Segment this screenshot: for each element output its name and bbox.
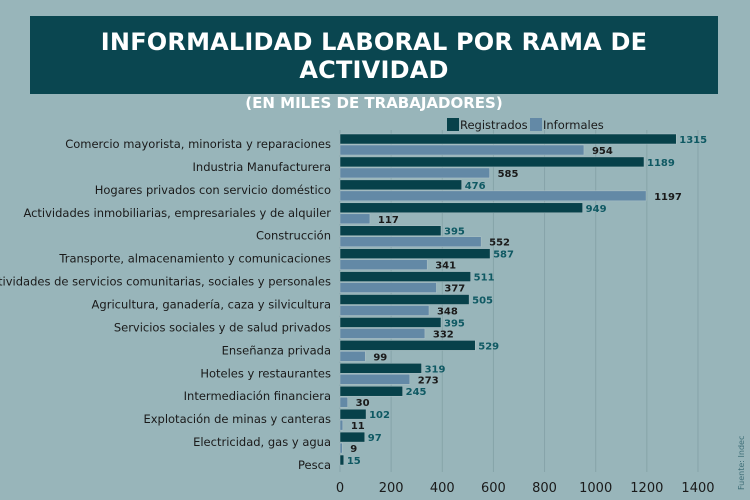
bar-registrados [339,385,403,397]
category-label: Intermediación financiera [184,389,331,403]
bar-registrados [339,179,462,191]
bar-registrados [339,271,471,282]
category-label: Industria Manufacturera [193,160,331,174]
data-label: 15 [347,456,361,467]
legend-swatch [530,118,542,131]
category-label: Electricidad, gas y agua [193,435,331,449]
x-tick-label: 800 [532,481,557,496]
source-note: Fuente: Indec [737,436,746,490]
data-label: 319 [425,364,446,375]
data-label: 99 [373,352,387,363]
data-label: 341 [435,261,456,272]
legend-label: Informales [543,118,604,132]
bar-informales [339,144,585,156]
data-label: 1315 [679,135,707,146]
data-label: 476 [465,181,486,192]
bar-informales [339,167,490,179]
bar-informales [339,374,411,385]
category-label: Enseñanza privada [222,343,331,357]
data-label: 949 [586,204,607,215]
category-label: Actividades inmobiliarias, empresariales… [23,206,331,220]
data-label: 552 [489,238,510,249]
data-label: 954 [592,146,613,157]
bar-informales [339,442,343,454]
category-label: Construcción [256,229,331,243]
category-label: Agricultura, ganadería, caza y silvicult… [92,298,331,312]
data-label: 117 [378,215,399,226]
category-label: Explotación de minas y canteras [143,412,331,426]
data-label: 11 [351,421,365,432]
bar-registrados [339,431,366,443]
data-label: 97 [368,433,382,444]
bar-registrados [339,317,442,328]
data-label: 587 [493,250,514,261]
bar-registrados [339,248,491,259]
bar-informales [339,282,437,293]
bar-registrados [339,294,470,305]
data-label: 102 [369,410,390,421]
data-label: 30 [356,398,370,409]
bar-informales [339,305,430,316]
x-tick-label: 200 [379,481,404,496]
data-label: 377 [444,284,465,295]
data-label: 511 [474,273,495,284]
category-label: Hoteles y restaurantes [200,366,331,380]
category-label: Comercio mayorista, minorista y reparaci… [65,137,331,151]
data-label: 505 [472,296,493,307]
bar-registrados [339,156,645,168]
x-tick-label: 0 [336,481,344,496]
bar-registrados [339,408,367,420]
bar-registrados [339,340,476,351]
bar-informales [339,351,366,362]
data-label: 332 [433,329,454,340]
bar-registrados [339,225,442,236]
title-box: INFORMALIDAD LABORAL POR RAMA DE ACTIVID… [30,16,718,112]
data-label: 395 [444,227,465,238]
bar-informales [339,396,348,408]
x-tick-label: 400 [430,481,455,496]
chart-subtitle: (EN MILES DE TRABAJADORES) [245,94,503,112]
x-tick-label: 600 [481,481,506,496]
data-label: 1189 [647,158,675,169]
chart-title: INFORMALIDAD LABORAL POR RAMA DE ACTIVID… [100,28,648,84]
x-tick-label: 1400 [681,481,714,496]
category-label: Otras actividades de servicios comunitar… [0,275,331,289]
x-tick-label: 1200 [630,481,663,496]
data-label: 9 [350,444,357,455]
bar-informales [339,190,647,202]
bar-informales [339,236,482,247]
data-label: 245 [406,387,427,398]
category-label: Hogares privados con servicio doméstico [95,183,331,197]
x-tick-label: 1000 [579,481,612,496]
bar-informales [339,419,344,431]
bar-informales [339,328,426,339]
bar-informales [339,213,371,225]
legend-swatch [447,118,459,131]
data-label: 529 [478,341,499,352]
bar-registrados [339,133,677,145]
category-label: Servicios sociales y de salud privados [114,320,331,334]
data-label: 395 [444,318,465,329]
data-label: 273 [418,375,439,386]
category-label: Transporte, almacenamiento y comunicacio… [58,252,331,266]
category-label: Pesca [298,458,331,472]
data-label: 585 [498,169,519,180]
data-label: 1197 [654,192,682,203]
data-label: 348 [437,307,458,318]
bar-registrados [339,363,422,374]
legend-label: Registrados [460,118,528,132]
bar-registrados [339,202,583,214]
bar-registrados [339,454,345,466]
bar-informales [339,259,428,270]
